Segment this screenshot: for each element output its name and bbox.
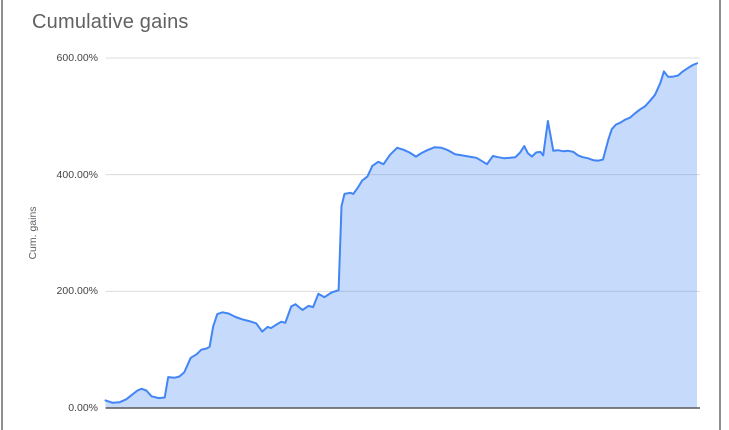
sheet-border-right	[719, 0, 721, 430]
series-area-fill	[105, 63, 697, 409]
y-tick-label-200: 200.00%	[56, 285, 98, 297]
y-tick-label-400: 400.00%	[56, 169, 98, 181]
sheet-border-left	[1, 0, 3, 430]
y-tick-label-0: 0.00%	[68, 402, 98, 414]
y-tick-label-600: 600.00%	[56, 52, 98, 64]
gridlines	[105, 57, 700, 292]
series-line	[104, 62, 698, 404]
chart-title: Cumulative gains	[32, 11, 189, 33]
